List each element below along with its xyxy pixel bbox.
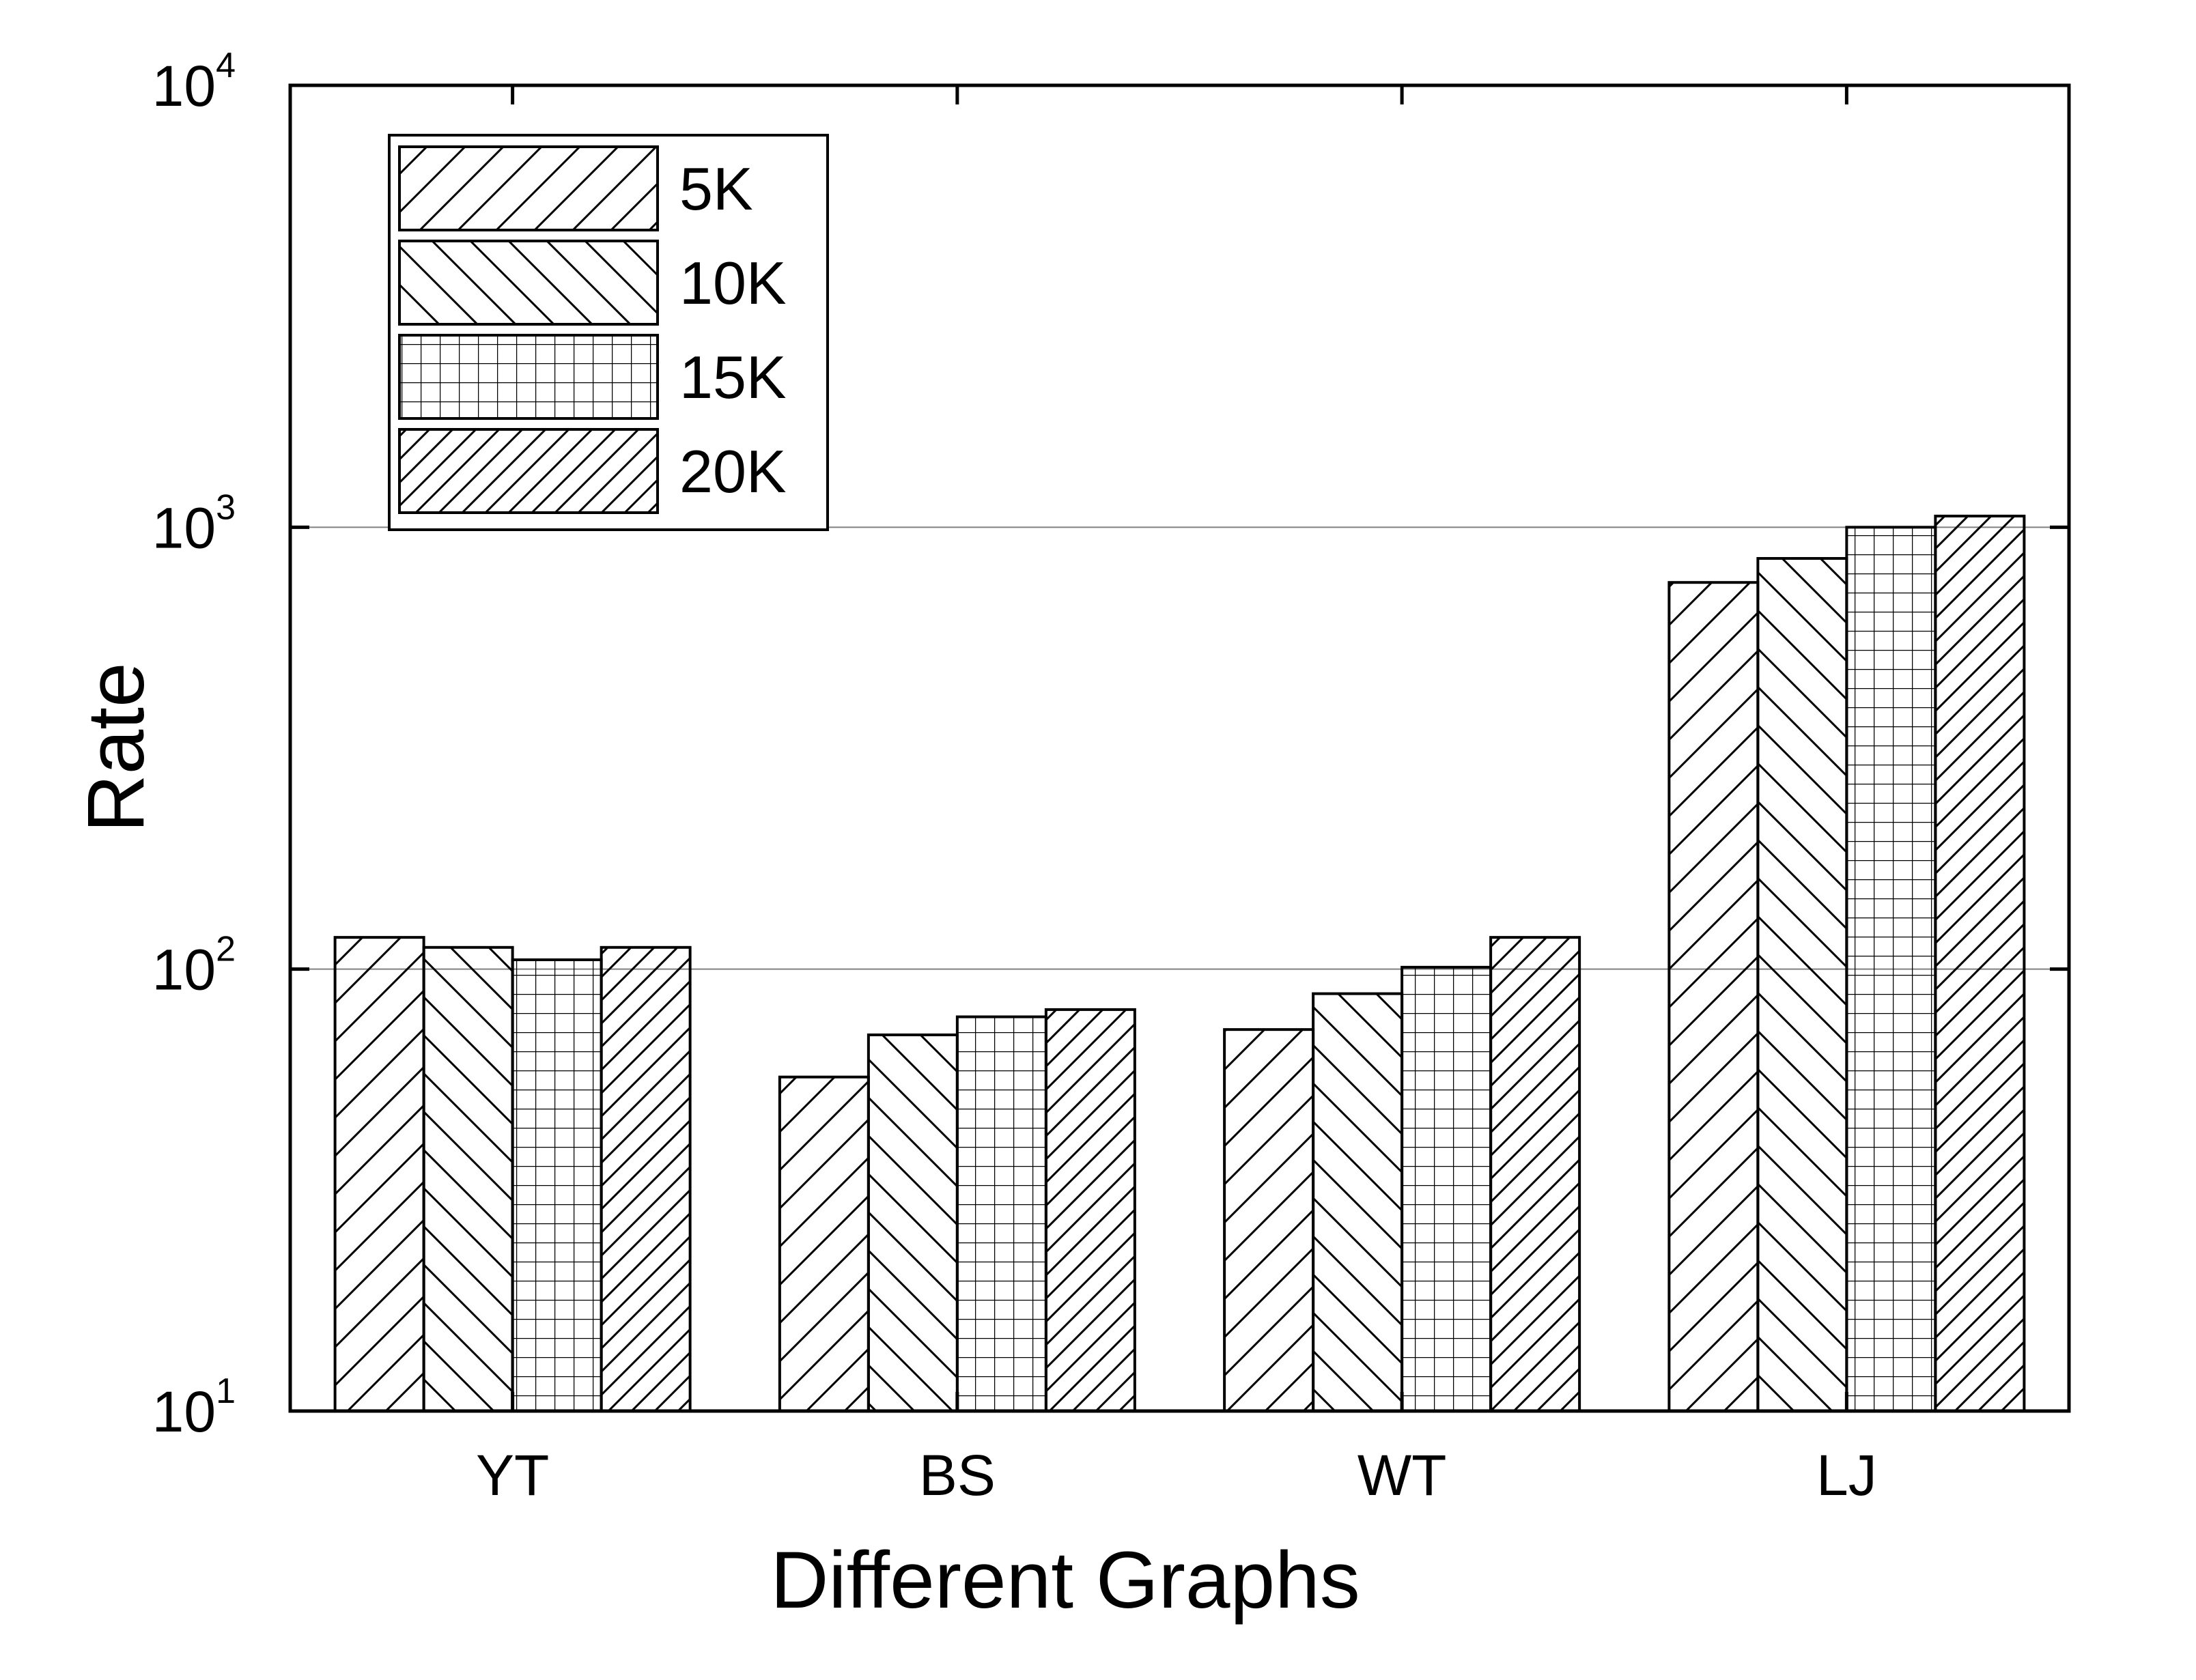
plot-frame bbox=[288, 83, 2071, 1413]
legend-swatch-10K bbox=[398, 240, 659, 326]
bar-5K-YT bbox=[333, 936, 425, 1412]
y-tick-labels: 101 102 103 104 bbox=[152, 46, 236, 1444]
bar-10K-WT bbox=[1312, 992, 1404, 1412]
legend-label-5K: 5K bbox=[679, 155, 753, 223]
bar-15K-YT bbox=[511, 958, 603, 1412]
bar-5K-BS bbox=[778, 1075, 870, 1412]
bar-20K-BS bbox=[1044, 1008, 1136, 1412]
y-axis-title: Rate bbox=[71, 662, 161, 832]
bars bbox=[333, 514, 2026, 1413]
bar-15K-LJ bbox=[1845, 526, 1937, 1412]
x-axis-title: Different Graphs bbox=[770, 1535, 1360, 1625]
legend-label-15K: 15K bbox=[679, 343, 787, 411]
legend-label-20K: 20K bbox=[679, 438, 787, 505]
bar-5K-LJ bbox=[1667, 581, 1760, 1412]
bar-10K-BS bbox=[867, 1033, 959, 1413]
legend-label-10K: 10K bbox=[679, 249, 787, 317]
x-tick-label-LJ: LJ bbox=[1816, 1443, 1877, 1507]
bar-15K-WT bbox=[1400, 965, 1493, 1412]
bar-20K-WT bbox=[1489, 936, 1581, 1412]
x-tick-label-WT: WT bbox=[1357, 1443, 1447, 1507]
axis-ticks bbox=[290, 83, 2069, 1413]
y-tick-label: 102 bbox=[152, 930, 236, 1002]
bar-20K-YT bbox=[600, 945, 692, 1412]
y-tick-label: 104 bbox=[152, 46, 236, 118]
bar-15K-BS bbox=[955, 1015, 1047, 1412]
x-tick-labels: YT BS WT LJ bbox=[476, 1443, 1877, 1507]
x-tick-label-BS: BS bbox=[919, 1443, 996, 1507]
bar-5K-WT bbox=[1223, 1028, 1315, 1412]
legend: 5K 10K 15K 20K bbox=[388, 134, 829, 531]
y-tick-label: 103 bbox=[152, 487, 236, 560]
y-tick-label: 101 bbox=[152, 1371, 236, 1444]
legend-swatch-15K bbox=[398, 334, 659, 420]
bar-10K-LJ bbox=[1756, 557, 1848, 1412]
legend-swatch-20K bbox=[398, 428, 659, 514]
x-tick-label-YT: YT bbox=[476, 1443, 549, 1507]
bar-10K-YT bbox=[422, 945, 514, 1412]
legend-swatch-5K bbox=[398, 145, 659, 231]
bar-20K-LJ bbox=[1934, 514, 2026, 1412]
